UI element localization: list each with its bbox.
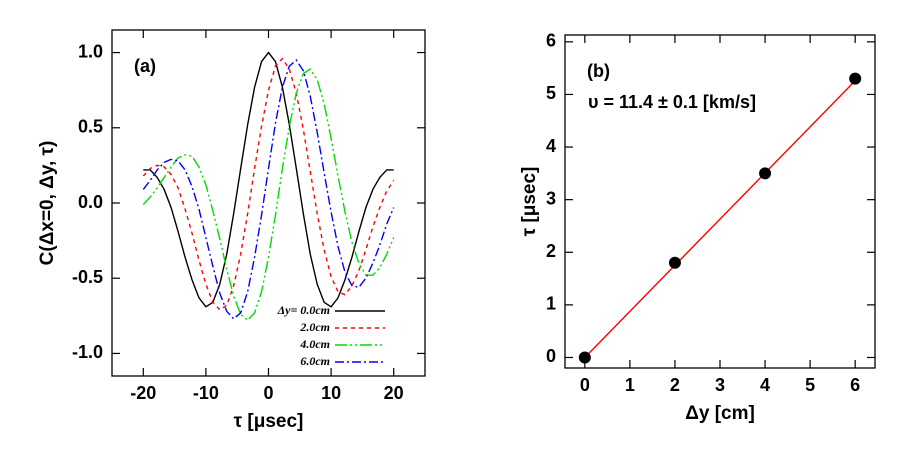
x-tick-label: 6 (850, 375, 860, 395)
y-tick-label: 3 (546, 188, 556, 208)
series-line (142, 68, 395, 322)
x-axis-title: Δy [cm] (685, 403, 755, 424)
panel-label: (b) (587, 61, 610, 81)
x-tick-label: 20 (384, 383, 404, 403)
x-tick-label: 1 (625, 375, 635, 395)
y-tick-label: 0.0 (78, 192, 103, 212)
data-point (668, 256, 681, 269)
annotation: υ = 11.4 ± 0.1 [km/s] (588, 92, 756, 112)
y-tick-label: -1.0 (72, 342, 103, 362)
legend-label: 2.0cm (299, 320, 330, 334)
x-tick-label: 0 (263, 383, 273, 403)
x-axis-title: τ [μsec] (234, 411, 304, 432)
y-tick-label: 0 (546, 346, 556, 366)
data-point (759, 167, 772, 180)
y-axis-title: τ [μsec] (519, 167, 540, 237)
y-tick-label: 5 (546, 83, 556, 103)
panel-label: (a) (134, 56, 156, 76)
y-tick-label: 1.0 (78, 41, 103, 61)
legend-label: 4.0cm (299, 337, 330, 351)
series-line (143, 51, 394, 308)
plot-frame (111, 29, 426, 377)
y-tick-label: 0.5 (78, 117, 103, 137)
fit-line (584, 80, 856, 358)
series-line (142, 57, 395, 311)
y-tick-label: 6 (546, 31, 556, 51)
y-tick-label: 4 (546, 136, 556, 156)
series-line (142, 59, 395, 320)
x-tick-label: 0 (580, 375, 590, 395)
x-tick-label: -20 (130, 383, 156, 403)
x-tick-label: -10 (193, 383, 219, 403)
legend-label: Δy= 0.0cm (277, 303, 330, 317)
y-tick-label: 1 (546, 294, 556, 314)
x-tick-label: 10 (321, 383, 341, 403)
x-tick-label: 4 (760, 375, 770, 395)
data-point (578, 351, 591, 364)
x-tick-label: 5 (805, 375, 815, 395)
y-tick-label: 2 (546, 241, 556, 261)
y-tick-label: -0.5 (72, 267, 103, 287)
x-tick-label: 3 (715, 375, 725, 395)
x-tick-label: 2 (670, 375, 680, 395)
plot-frame (564, 34, 876, 369)
legend-label: 6.0cm (300, 354, 330, 368)
y-axis-title: C(Δx=0, Δy, τ) (37, 141, 58, 266)
data-point (849, 72, 862, 85)
